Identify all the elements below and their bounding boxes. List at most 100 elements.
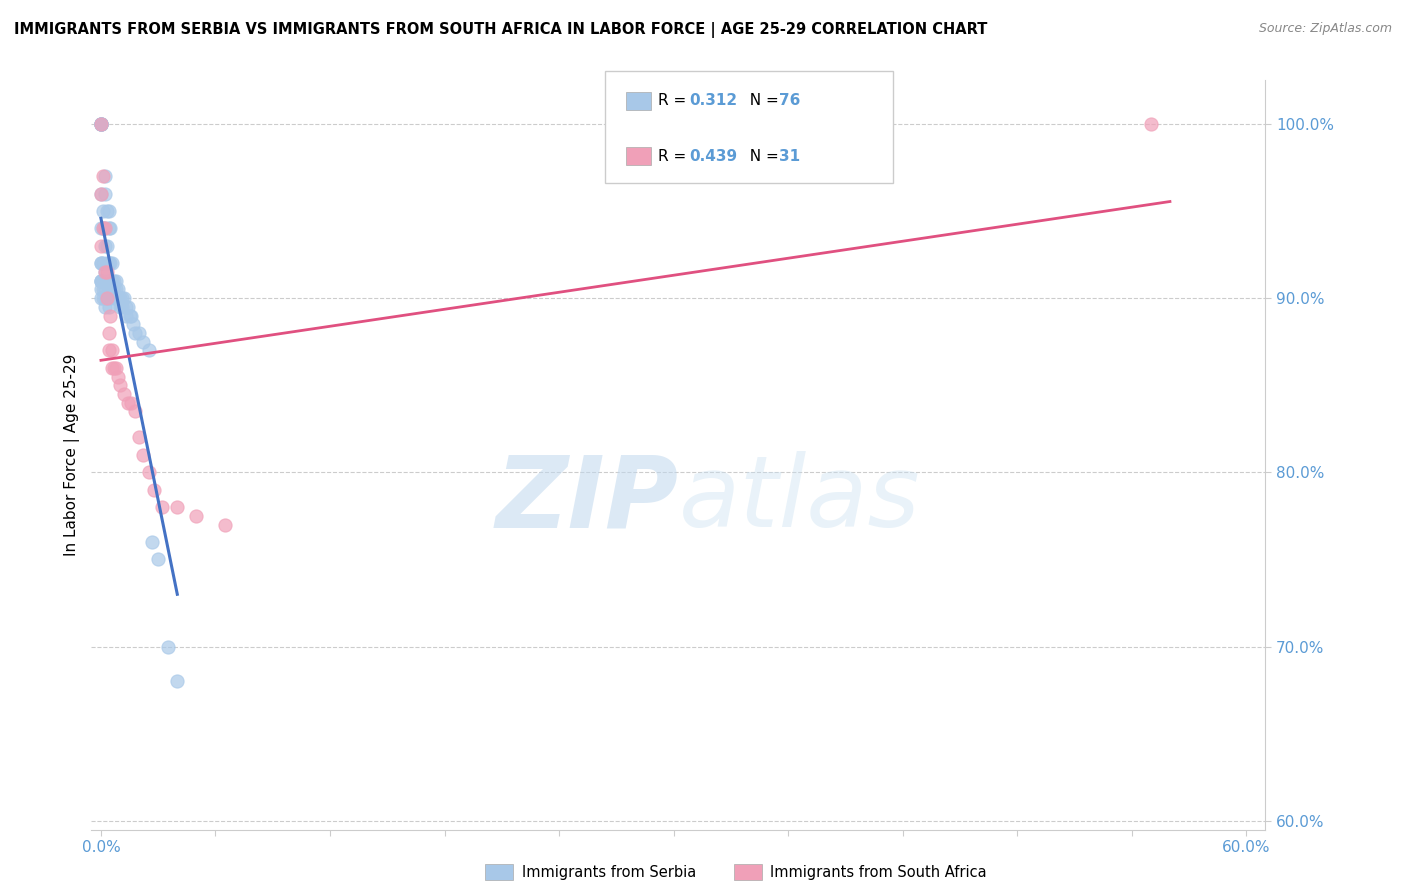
Point <box>94 221 117 235</box>
Point <box>1140 117 1163 131</box>
Point <box>94 169 117 183</box>
Point <box>90 117 112 131</box>
Point <box>124 326 146 340</box>
Point <box>97 326 120 340</box>
Point <box>96 291 118 305</box>
Point <box>94 291 117 305</box>
Text: R =: R = <box>658 94 692 108</box>
Text: atlas: atlas <box>678 451 920 549</box>
Text: Source: ZipAtlas.com: Source: ZipAtlas.com <box>1258 22 1392 36</box>
Point <box>103 360 125 375</box>
Point <box>101 282 124 296</box>
Point <box>90 186 112 201</box>
Point <box>150 500 173 515</box>
Point <box>91 282 114 296</box>
Point <box>108 300 131 314</box>
Point <box>94 221 117 235</box>
Point <box>118 309 141 323</box>
Point <box>96 239 118 253</box>
Point <box>105 360 128 375</box>
Point <box>97 282 120 296</box>
Point <box>100 256 122 270</box>
Point <box>186 508 208 523</box>
Point <box>91 274 114 288</box>
Point <box>121 309 143 323</box>
Point <box>121 395 143 409</box>
Point <box>143 483 166 497</box>
Point <box>94 265 117 279</box>
Point <box>91 221 114 235</box>
Text: 31: 31 <box>779 149 800 163</box>
Point <box>97 291 120 305</box>
Point <box>90 117 112 131</box>
Point <box>90 239 112 253</box>
Point <box>103 282 125 296</box>
Text: N =: N = <box>740 149 783 163</box>
Point <box>96 204 118 219</box>
Point <box>100 309 122 323</box>
Point <box>103 291 125 305</box>
Point <box>100 282 122 296</box>
Point <box>97 204 120 219</box>
Point <box>101 274 124 288</box>
Point <box>90 117 112 131</box>
Point <box>105 274 128 288</box>
Point <box>132 448 155 462</box>
Point <box>214 517 236 532</box>
Point <box>101 256 124 270</box>
Point <box>91 169 114 183</box>
Point <box>107 369 129 384</box>
Point <box>105 291 128 305</box>
Point <box>128 430 150 444</box>
Point <box>108 378 131 392</box>
Text: R =: R = <box>658 149 692 163</box>
Point <box>122 317 145 331</box>
Point <box>97 274 120 288</box>
Point <box>96 256 118 270</box>
Point <box>148 552 170 566</box>
Point <box>112 291 135 305</box>
Point <box>90 117 112 131</box>
Point <box>97 221 120 235</box>
Point <box>101 360 124 375</box>
Point <box>90 186 112 201</box>
Point <box>132 334 155 349</box>
Text: 76: 76 <box>779 94 800 108</box>
Text: 0.439: 0.439 <box>689 149 737 163</box>
Point <box>90 274 112 288</box>
Text: Immigrants from South Africa: Immigrants from South Africa <box>770 865 987 880</box>
Point <box>128 326 150 340</box>
Point <box>90 221 112 235</box>
Point <box>107 282 129 296</box>
Point <box>90 274 112 288</box>
Point <box>101 343 124 358</box>
Point <box>111 300 134 314</box>
Point <box>100 274 122 288</box>
Point <box>97 343 120 358</box>
Point <box>114 309 136 323</box>
Point <box>91 221 114 235</box>
Point <box>124 404 146 418</box>
Point <box>90 117 112 131</box>
Point <box>91 291 114 305</box>
Point <box>97 300 120 314</box>
Point <box>90 256 112 270</box>
Point <box>138 466 160 480</box>
Point <box>117 395 139 409</box>
Point <box>111 291 134 305</box>
Point <box>91 256 114 270</box>
Point <box>94 265 117 279</box>
Point <box>166 500 188 515</box>
Point <box>97 256 120 270</box>
Point <box>103 274 125 288</box>
Point <box>114 300 136 314</box>
Text: ZIP: ZIP <box>495 451 678 549</box>
Point <box>100 291 122 305</box>
Point <box>94 239 117 253</box>
Point <box>117 300 139 314</box>
Point <box>90 117 112 131</box>
Point <box>94 186 117 201</box>
Point <box>90 282 112 296</box>
Point <box>105 282 128 296</box>
Point <box>96 274 118 288</box>
